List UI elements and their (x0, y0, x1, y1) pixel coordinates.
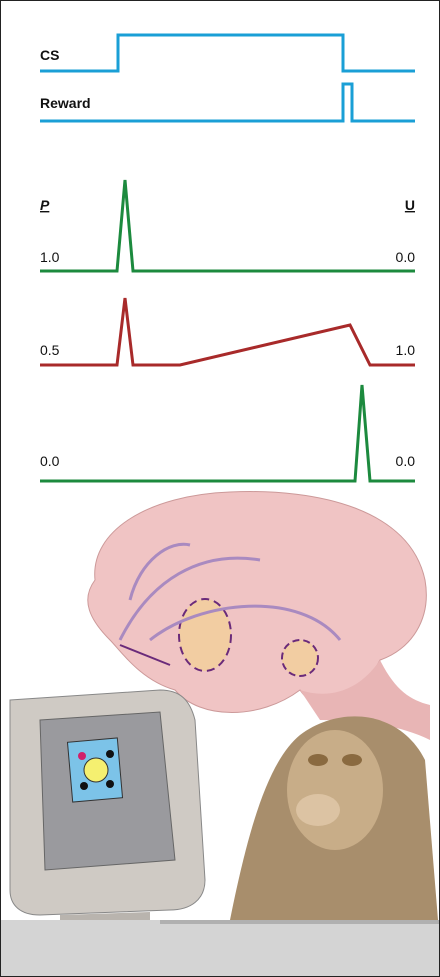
u-label: U (405, 197, 415, 213)
cs-label: CS (40, 47, 59, 63)
reward-label: Reward (40, 95, 91, 111)
p-label: P (40, 197, 50, 213)
u-value: 1.0 (396, 342, 416, 358)
desk (1, 920, 439, 976)
p-value: 0.5 (40, 342, 60, 358)
u-value: 0.0 (396, 249, 416, 265)
u-value: 0.0 (396, 453, 416, 469)
p-value: 1.0 (40, 249, 60, 265)
figure: CS Reward P U 1.0 0.0 0.5 1.0 0.0 0.0 (0, 0, 440, 977)
desk-edge (160, 920, 439, 924)
p-value: 0.0 (40, 453, 60, 469)
